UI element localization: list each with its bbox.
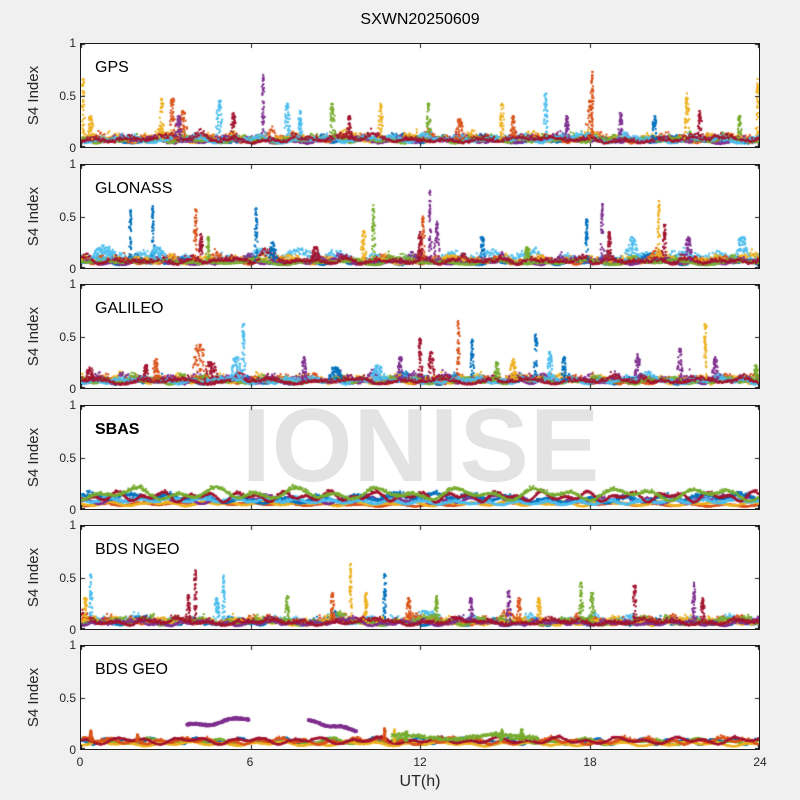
panel-bds-ngeo: BDS NGEO xyxy=(80,525,760,630)
y-tick-label: 0.5 xyxy=(59,329,76,344)
panel-label-galileo: GALILEO xyxy=(95,300,164,317)
panel-label-bds-geo: BDS GEO xyxy=(95,661,168,678)
scatter-canvas-sbas xyxy=(81,406,759,509)
y-tick-label: 0.5 xyxy=(59,690,76,705)
panel-label-bds-ngeo: BDS NGEO xyxy=(95,541,180,558)
scatter-canvas-bds-ngeo xyxy=(81,526,759,629)
y-axis-label-glonass: S4 Index xyxy=(24,186,42,247)
y-axis-label-bds-ngeo: S4 Index xyxy=(24,547,42,608)
panel-galileo: GALILEO xyxy=(80,284,760,389)
y-axis-label-gps: S4 Index xyxy=(24,65,42,126)
y-tick-label: 0 xyxy=(69,382,76,396)
y-axis-label-galileo: S4 Index xyxy=(24,306,42,367)
y-tick-label: 0.5 xyxy=(59,570,76,585)
y-tick-label: 0 xyxy=(69,141,76,155)
y-axis-label-sbas: S4 Index xyxy=(24,427,42,488)
scatter-canvas-glonass xyxy=(81,165,759,268)
x-tick-label: 0 xyxy=(76,755,84,769)
y-tick-label: 1 xyxy=(69,277,76,291)
y-tick-label: 0.5 xyxy=(59,88,76,103)
y-tick-label: 0 xyxy=(69,743,76,757)
y-tick-label: 0 xyxy=(69,503,76,517)
x-axis-label: UT(h) xyxy=(399,773,441,790)
panel-glonass: GLONASS xyxy=(80,164,760,269)
scatter-canvas-gps xyxy=(81,44,759,147)
y-axis-label-bds-geo: S4 Index xyxy=(24,667,42,728)
panel-gps: GPS xyxy=(80,43,760,148)
y-tick-label: 1 xyxy=(69,398,76,412)
y-tick-label: 1 xyxy=(69,157,76,171)
y-tick-label: 0.5 xyxy=(59,209,76,224)
y-tick-label: 0 xyxy=(69,623,76,637)
x-tick-label: 18 xyxy=(583,755,597,769)
scatter-canvas-galileo xyxy=(81,285,759,388)
panel-label-sbas: SBAS xyxy=(95,421,140,438)
y-tick-label: 1 xyxy=(69,518,76,532)
scatter-canvas-bds-geo xyxy=(81,646,759,749)
panel-bds-geo: BDS GEO xyxy=(80,645,760,750)
y-tick-label: 0.5 xyxy=(59,450,76,465)
y-tick-label: 1 xyxy=(69,36,76,50)
panel-sbas: IONISESBAS xyxy=(80,394,760,510)
x-tick-label: 6 xyxy=(246,755,254,769)
x-tick-label: 12 xyxy=(413,755,427,769)
y-tick-label: 1 xyxy=(69,638,76,652)
x-tick-label: 24 xyxy=(753,755,767,769)
y-tick-label: 0 xyxy=(69,262,76,276)
panel-label-gps: GPS xyxy=(95,59,129,76)
chart-title: SXWN20250609 xyxy=(360,11,480,28)
panel-label-glonass: GLONASS xyxy=(95,180,173,197)
